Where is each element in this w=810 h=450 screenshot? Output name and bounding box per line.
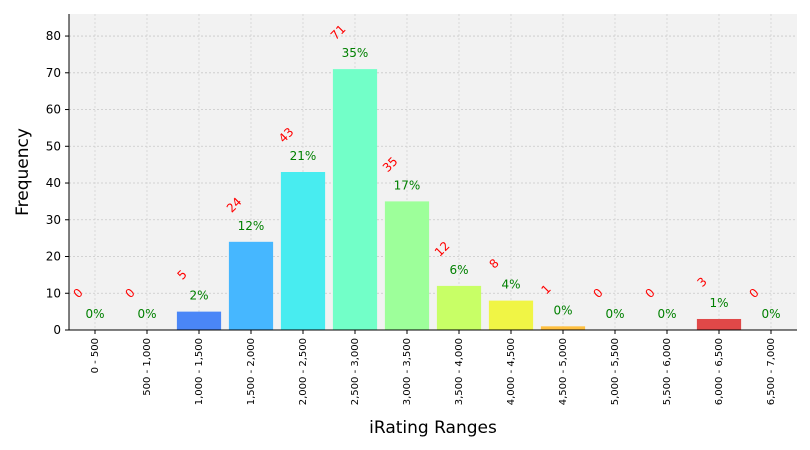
plot-area: [69, 14, 797, 330]
y-tick-label: 30: [46, 213, 61, 227]
x-tick-label: 2,000 - 2,500: [298, 338, 309, 405]
x-tick-label: 4,500 - 5,000: [558, 338, 569, 405]
bar-2,500 - 3,000: [332, 69, 378, 331]
bar-1,000 - 1,500: [176, 311, 222, 330]
y-tick-label: 70: [46, 66, 61, 80]
bar-3,500 - 4,000: [436, 285, 482, 330]
y-axis-ticks: 0 10 20 30 40 50 60 70 80: [46, 29, 69, 337]
y-tick-label: 60: [46, 103, 61, 117]
percent-label: 0%: [137, 307, 156, 321]
percent-label: 0%: [605, 307, 624, 321]
y-tick-label: 10: [46, 286, 61, 300]
percent-label: 35%: [342, 46, 369, 60]
percent-label: 4%: [501, 278, 520, 292]
bar-3,000 - 3,500: [384, 201, 430, 330]
x-tick-label: 5,000 - 5,500: [610, 338, 621, 405]
percent-label: 1%: [709, 296, 728, 310]
bar-4,500 - 5,000: [540, 326, 586, 330]
percent-label: 21%: [290, 149, 317, 163]
gridlines: [69, 14, 797, 330]
y-tick-label: 80: [46, 29, 61, 43]
y-axis-label: Frequency: [13, 128, 33, 216]
x-tick-label: 6,000 - 6,500: [714, 338, 725, 405]
percent-label: 12%: [238, 219, 265, 233]
percent-label: 2%: [189, 289, 208, 303]
percent-label: 17%: [394, 178, 421, 192]
percent-label: 0%: [657, 307, 676, 321]
y-tick-label: 40: [46, 176, 61, 190]
percent-label: 0%: [761, 307, 780, 321]
percent-label: 6%: [449, 263, 468, 277]
bar-1,500 - 2,000: [228, 241, 274, 330]
x-tick-label: 4,000 - 4,500: [506, 338, 517, 405]
x-tick-label: 3,000 - 3,500: [402, 338, 413, 405]
bar-6,000 - 6,500: [696, 318, 742, 330]
bar-4,000 - 4,500: [488, 300, 534, 330]
percent-label: 0%: [553, 303, 572, 317]
x-axis-label: iRating Ranges: [369, 418, 497, 438]
x-axis-ticks: 0 - 500 500 - 1,000 1,000 - 1,500 1,500 - 2…: [90, 330, 777, 405]
x-tick-label: 500 - 1,000: [142, 338, 153, 396]
x-tick-label: 2,500 - 3,000: [350, 338, 361, 405]
x-tick-label: 1,000 - 1,500: [194, 338, 205, 405]
x-tick-label: 6,500 - 7,000: [766, 338, 777, 405]
percent-label: 0%: [85, 307, 104, 321]
y-tick-label: 50: [46, 139, 61, 153]
x-tick-label: 0 - 500: [90, 338, 101, 373]
y-tick-label: 20: [46, 250, 61, 264]
x-tick-label: 3,500 - 4,000: [454, 338, 465, 405]
bars: [176, 69, 742, 331]
bar-2,000 - 2,500: [280, 172, 326, 330]
y-tick-label: 0: [53, 323, 61, 337]
x-tick-label: 1,500 - 2,000: [246, 338, 257, 405]
x-tick-label: 5,500 - 6,000: [662, 338, 673, 405]
axes: [68, 14, 797, 331]
